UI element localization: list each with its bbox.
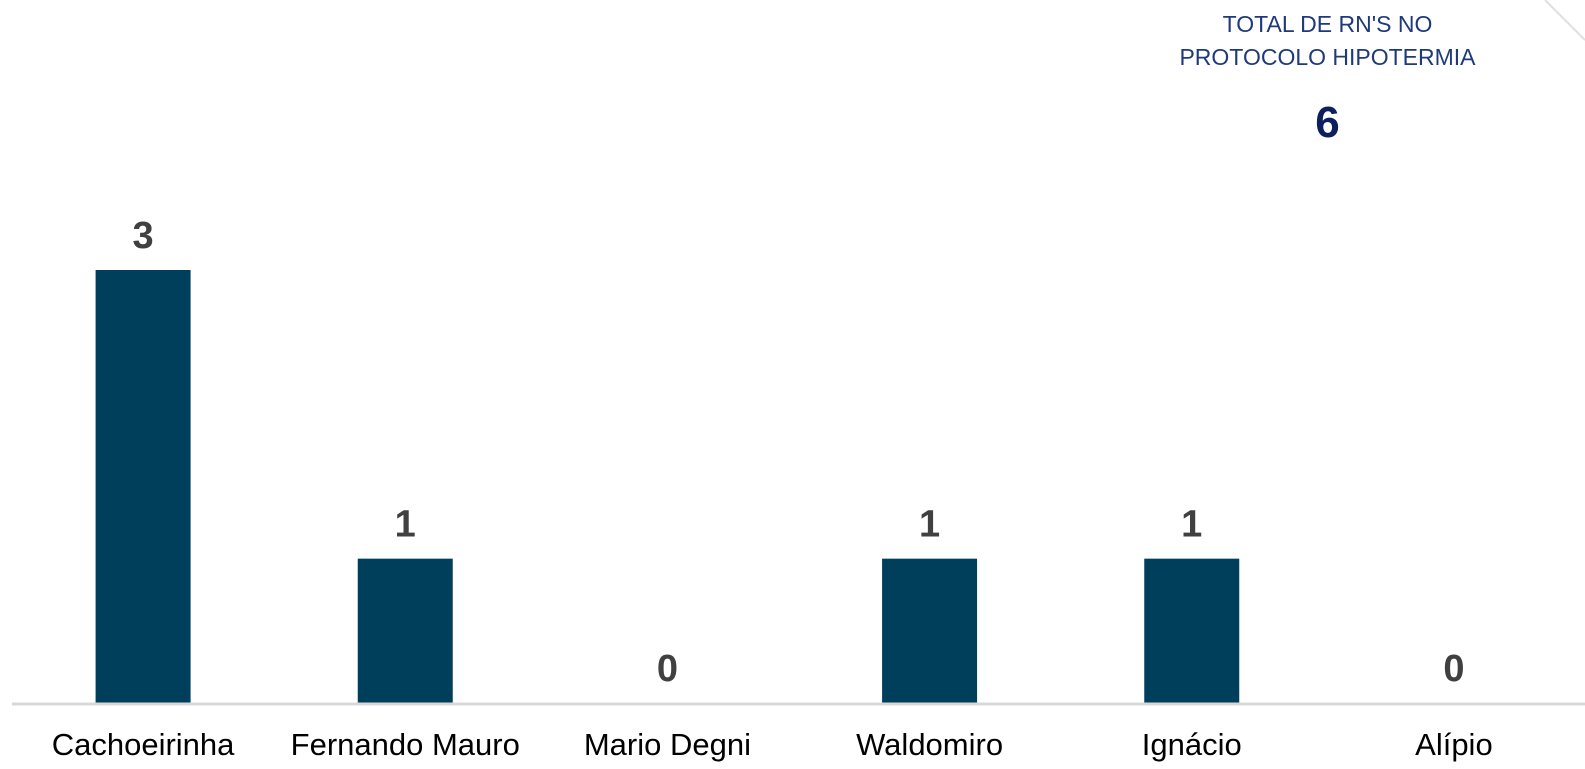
category-label-4: Ignácio [1142,727,1242,762]
total-label-line2: PROTOCOLO HIPOTERMIA [1179,44,1476,70]
total-label-line1: TOTAL DE RN'S NO [1222,11,1433,37]
category-label-3: Waldomiro [856,727,1003,762]
bar-3 [882,558,978,703]
value-label-0: 3 [133,215,154,257]
category-label-2: Mario Degni [584,727,751,762]
total-card: TOTAL DE RN'S NO PROTOCOLO HIPOTERMIA 6 [1150,8,1505,148]
value-label-5: 0 [1443,648,1464,690]
category-label-0: Cachoeirinha [52,727,235,762]
corner-decoration [1544,0,1585,41]
bar-0 [95,270,191,703]
category-label-1: Fernando Mauro [291,727,520,762]
value-label-2: 0 [657,648,678,690]
value-label-3: 1 [919,504,940,546]
value-label-1: 1 [395,504,416,546]
total-value: 6 [1315,98,1340,147]
bar-4 [1144,558,1240,703]
value-label-4: 1 [1181,504,1202,546]
category-label-5: Alípio [1415,727,1493,762]
bar-1 [357,558,453,703]
